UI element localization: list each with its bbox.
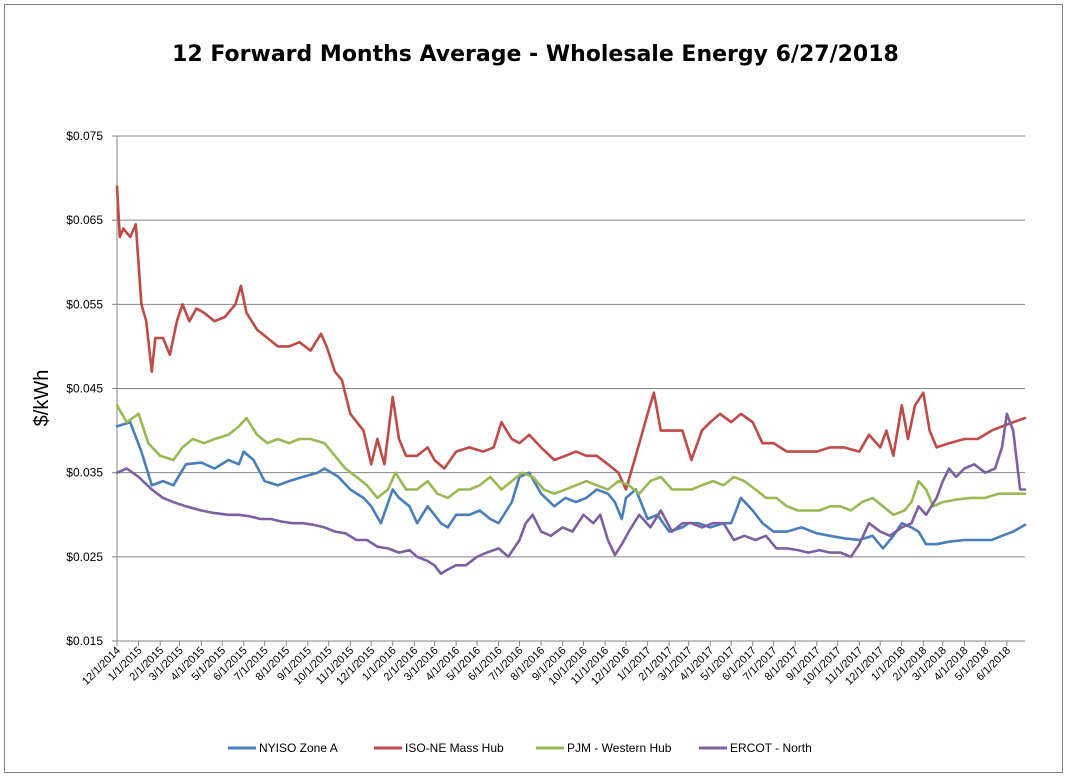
series-line-nyiso-zone-a [115,420,1027,550]
y-tick-label: $0.045 [66,382,103,396]
y-tick-label: $0.025 [66,550,103,564]
series-line-ercot-north [115,412,1027,576]
legend-label: ISO-NE Mass Hub [405,741,504,755]
y-tick-label: $0.065 [66,213,103,227]
chart-title: 12 Forward Months Average - Wholesale En… [172,42,899,67]
series-line-pjm-western-hub [115,403,1027,517]
legend-label: ERCOT - North [730,741,812,755]
y-tick-label: $0.035 [66,466,103,480]
x-axis: 12/1/20141/1/20152/1/20153/1/20154/1/201… [80,640,1025,688]
series-lines [115,185,1027,576]
gridlines [117,135,1025,558]
y-axis: $0.015 $0.025 $0.035 $0.045 $0.055 $0.065 $0.0… [66,129,118,648]
y-axis-label: $/kWh [31,370,53,427]
legend: NYISO Zone A ISO-NE Mass Hub PJM - Western… [228,741,812,755]
series-line-iso-ne-mass-hub [115,185,1027,491]
legend-label: PJM - Western Hub [567,741,672,755]
y-tick-label: $0.075 [66,129,103,143]
y-tick-label: $0.055 [66,297,103,311]
legend-label: NYISO Zone A [259,741,338,755]
y-tick-label: $0.015 [66,634,103,648]
